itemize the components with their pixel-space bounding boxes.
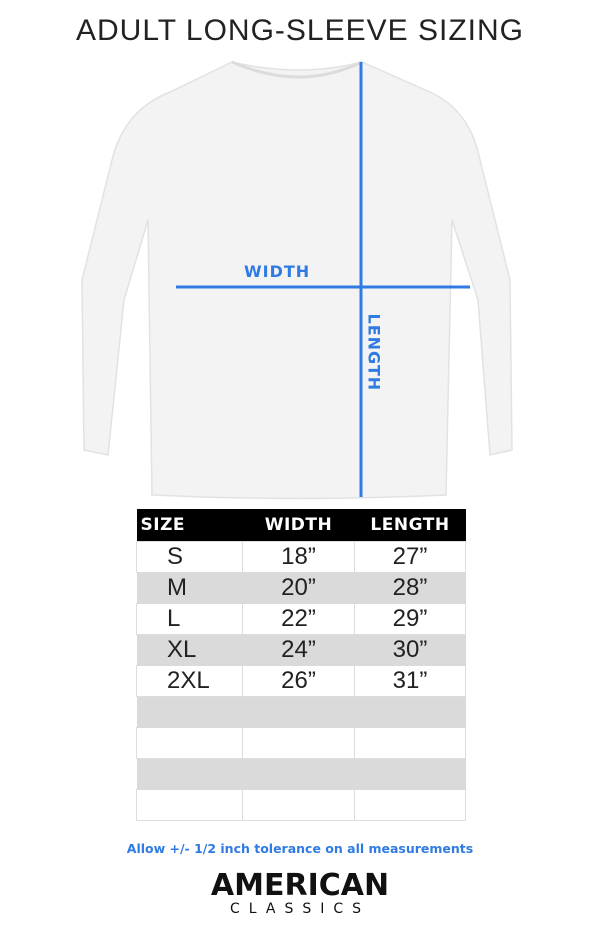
header-width: WIDTH bbox=[242, 509, 355, 542]
table-row: XL 24” 30” bbox=[136, 634, 466, 666]
cell-width: 22” bbox=[242, 603, 355, 635]
cell-size bbox=[136, 789, 243, 821]
cell-size bbox=[136, 696, 243, 728]
cell-size bbox=[136, 758, 243, 790]
brand-logo-line1: AMERICAN bbox=[210, 868, 390, 903]
header-size: SIZE bbox=[136, 509, 243, 542]
table-row: S 18” 27” bbox=[136, 541, 466, 573]
table-row bbox=[136, 727, 466, 759]
cell-width bbox=[242, 727, 355, 759]
table-row: L 22” 29” bbox=[136, 603, 466, 635]
cell-length bbox=[354, 696, 466, 728]
table-row: M 20” 28” bbox=[136, 572, 466, 604]
cell-length bbox=[354, 727, 466, 759]
cell-length: 28” bbox=[354, 572, 466, 604]
cell-size bbox=[136, 727, 243, 759]
header-length: LENGTH bbox=[354, 509, 466, 542]
size-table: SIZE WIDTH LENGTH S 18” 27” M 20” 28” L 22” 29… bbox=[136, 509, 466, 821]
cell-size: L bbox=[136, 603, 243, 635]
cell-length: 29” bbox=[354, 603, 466, 635]
cell-size: 2XL bbox=[136, 665, 243, 697]
cell-width: 20” bbox=[242, 572, 355, 604]
cell-size: XL bbox=[136, 634, 243, 666]
table-row: 2XL 26” 31” bbox=[136, 665, 466, 697]
table-row bbox=[136, 758, 466, 790]
width-label: WIDTH bbox=[244, 262, 311, 281]
cell-width bbox=[242, 789, 355, 821]
page-title: ADULT LONG-SLEEVE SIZING bbox=[76, 14, 524, 47]
tolerance-note: Allow +/- 1/2 inch tolerance on all meas… bbox=[126, 841, 474, 856]
table-row bbox=[136, 696, 466, 728]
shirt-outline bbox=[81, 61, 513, 500]
cell-length bbox=[354, 758, 466, 790]
cell-width bbox=[242, 696, 355, 728]
shirt-diagram bbox=[81, 60, 513, 500]
shirt-collar bbox=[231, 60, 363, 79]
cell-size: S bbox=[136, 541, 243, 573]
brand-logo-line2: CLASSICS bbox=[229, 901, 371, 917]
cell-length bbox=[354, 789, 466, 821]
cell-width: 26” bbox=[242, 665, 355, 697]
cell-size: M bbox=[136, 572, 243, 604]
cell-length: 31” bbox=[354, 665, 466, 697]
cell-width: 24” bbox=[242, 634, 355, 666]
cell-width bbox=[242, 758, 355, 790]
cell-length: 27” bbox=[354, 541, 466, 573]
table-row bbox=[136, 789, 466, 821]
cell-width: 18” bbox=[242, 541, 355, 573]
table-header: SIZE WIDTH LENGTH bbox=[136, 509, 466, 542]
cell-length: 30” bbox=[354, 634, 466, 666]
length-label: LENGTH bbox=[364, 313, 384, 392]
